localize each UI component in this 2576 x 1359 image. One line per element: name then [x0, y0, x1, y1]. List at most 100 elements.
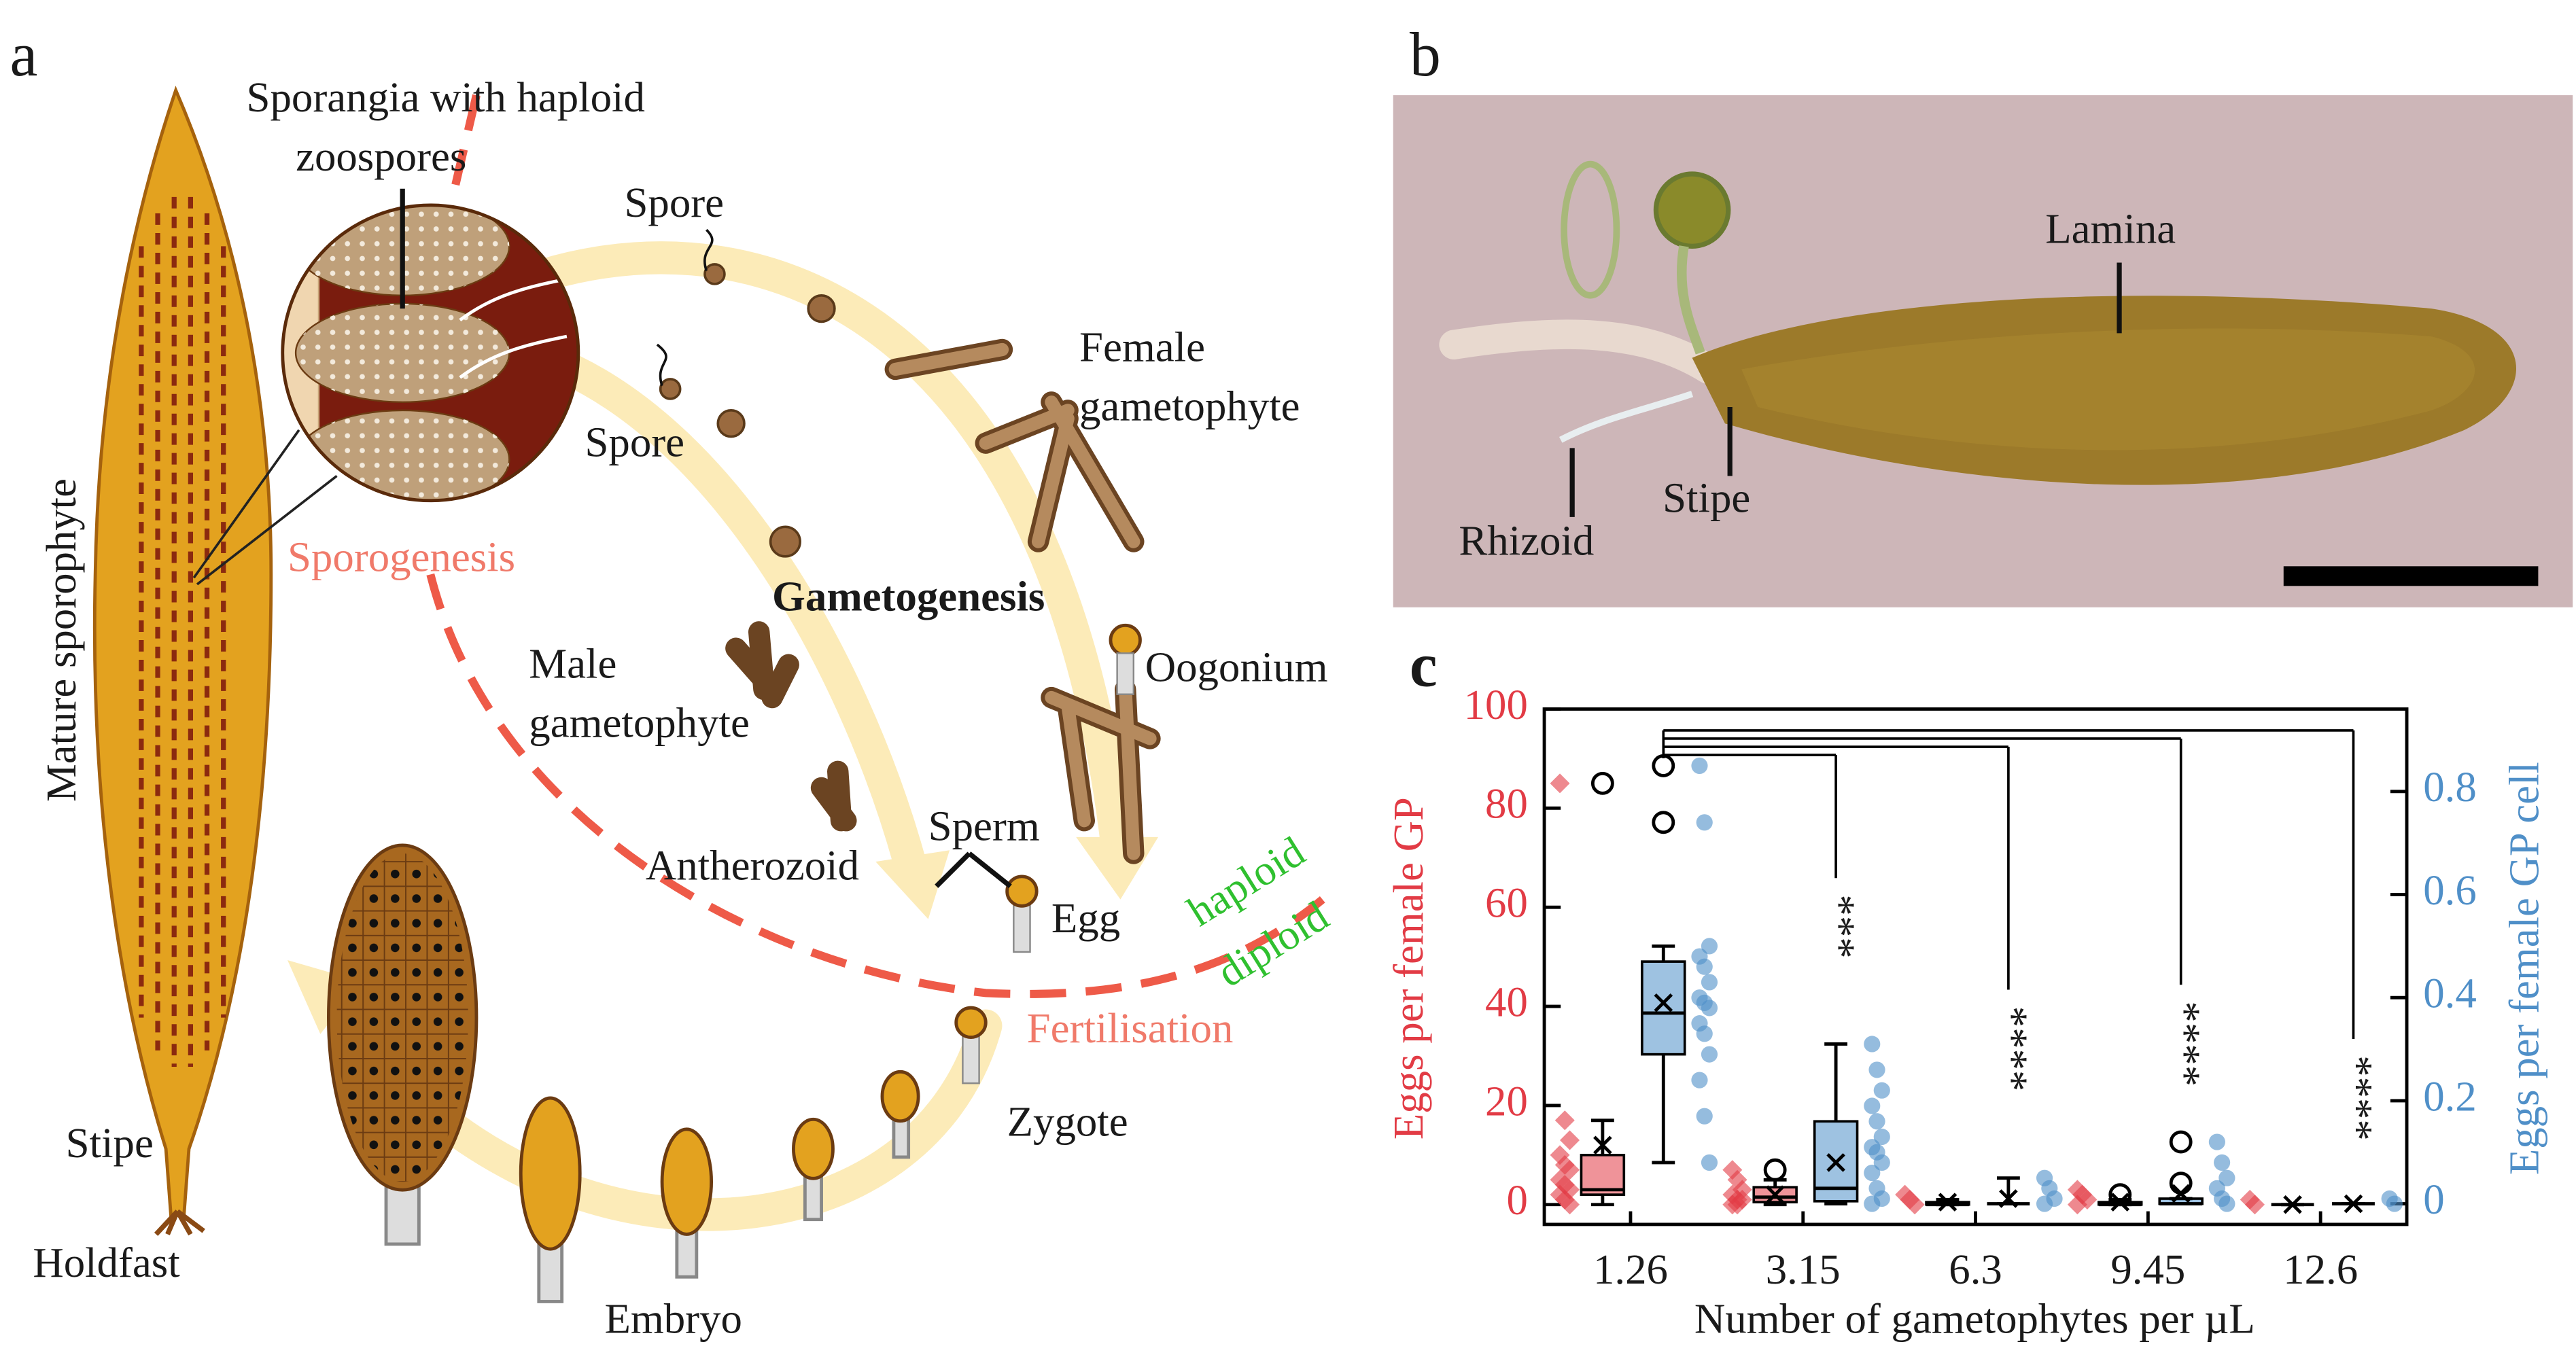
- label-lamina: Lamina: [2045, 205, 2176, 253]
- y2-tick-label: 0.6: [2423, 866, 2477, 914]
- data-point: [1701, 1154, 1718, 1171]
- data-point: [2386, 1195, 2403, 1212]
- sporophyte-sori: [139, 196, 226, 1067]
- significance-label: ****: [2161, 1001, 2209, 1087]
- outlier: [1763, 1158, 1787, 1182]
- label-line: Male: [529, 640, 616, 688]
- data-point: [1873, 1128, 1890, 1146]
- label-stipe: Stipe: [1663, 474, 1750, 522]
- x-tick-label: 3.15: [1766, 1246, 1841, 1293]
- data-point: [2214, 1154, 2231, 1171]
- y2-tick-label: 0.2: [2423, 1072, 2477, 1120]
- gametophyte-cores: [888, 342, 1157, 860]
- significance-label: ****: [1989, 1006, 2036, 1092]
- data-point: [2218, 1195, 2235, 1212]
- y2-axis-label: Eggs per female GP cell: [2500, 762, 2547, 1175]
- mean-marker: [1654, 993, 1673, 1012]
- x-tick-label: 9.45: [2110, 1246, 2185, 1293]
- x-tick-label: 12.6: [2283, 1246, 2358, 1293]
- y2-tick-label: 0.8: [2423, 763, 2477, 811]
- mean-marker: [2344, 1194, 2363, 1214]
- y-tick-label: 20: [1485, 1077, 1528, 1125]
- data-point: [1868, 1113, 1885, 1130]
- data-point: [1696, 958, 1713, 975]
- outlier: [2169, 1171, 2193, 1195]
- x-axis-label: Number of gametophytes per µL: [1694, 1294, 2255, 1342]
- panel-label: a: [10, 20, 38, 89]
- label-embryo: Embryo: [604, 1294, 742, 1342]
- label-line: Sporangia with haploid: [247, 73, 645, 121]
- y2-tick-label: 0.4: [2423, 970, 2477, 1017]
- data-point: [1554, 1110, 1575, 1131]
- label-male-gametophyte: Male gametophyte: [529, 640, 750, 747]
- oogonium: [1109, 623, 1142, 657]
- mean-marker: [2110, 1193, 2130, 1212]
- zoom-circle: [281, 203, 580, 503]
- mean-marker: [1593, 1135, 1612, 1155]
- data-point: [1696, 1108, 1713, 1125]
- oogonium-stalk: [1116, 652, 1135, 695]
- mean-marker: [1765, 1185, 1785, 1204]
- label-line: Female: [1079, 323, 1205, 370]
- label-sperm: Sperm: [928, 802, 1040, 850]
- label-female-gametophyte: Female gametophyte: [1079, 323, 1300, 429]
- label-rhizoid: Rhizoid: [1459, 516, 1594, 564]
- panel-label: b: [1410, 20, 1441, 89]
- data-point: [1560, 1130, 1580, 1150]
- y-tick-label: 60: [1485, 879, 1528, 927]
- y-tick-label: 40: [1485, 978, 1528, 1025]
- y-tick-label: 80: [1485, 780, 1528, 828]
- micrograph: [1393, 95, 2573, 607]
- data-point: [1701, 1000, 1718, 1017]
- y2-tick-label: 0: [2423, 1176, 2444, 1223]
- data-point: [2208, 1133, 2225, 1150]
- scale-bar: [2283, 566, 2539, 586]
- panel-a-illustration: [92, 86, 1325, 1303]
- data-point: [1873, 1154, 1890, 1171]
- zoom-line: [192, 429, 300, 579]
- data-point: [1701, 1046, 1718, 1063]
- box: [1641, 960, 1686, 1056]
- zoom-line: [196, 475, 338, 586]
- label-egg: Egg: [1051, 894, 1120, 942]
- data-point: [1691, 757, 1708, 774]
- data-point: [1691, 1072, 1708, 1089]
- label-antherozoid: Antherozoid: [646, 842, 859, 889]
- significance-label: ***: [1817, 894, 1864, 958]
- outlier: [1652, 811, 1675, 834]
- data-point: [1864, 1195, 1881, 1212]
- data-point: [1873, 1082, 1890, 1099]
- y-tick-label: 100: [1464, 681, 1528, 728]
- mean-marker: [1999, 1189, 2018, 1208]
- data-point: [2036, 1195, 2053, 1212]
- label-stipe: Stipe: [66, 1119, 154, 1167]
- data-point: [1864, 1036, 1881, 1053]
- mean-marker: [1826, 1153, 1845, 1172]
- label-spore: Spore: [624, 179, 724, 226]
- data-point: [1864, 1165, 1881, 1182]
- lifecycle-arrow: [493, 331, 928, 887]
- plot-frame: [1542, 707, 2409, 1226]
- ploidy-divider: [426, 573, 1325, 998]
- box: [1580, 1154, 1626, 1196]
- outlier: [1652, 754, 1675, 777]
- data-point: [1696, 814, 1713, 831]
- arrow-head: [1076, 836, 1159, 900]
- data-point: [1868, 1061, 1885, 1078]
- lifecycle-arrow: [493, 241, 1134, 862]
- cells: [656, 228, 836, 558]
- label-mature-sporophyte: Mature sporophyte: [37, 478, 85, 802]
- data-point: [2218, 1169, 2235, 1186]
- data-point: [1550, 773, 1570, 794]
- significance-label: ****: [2334, 1055, 2382, 1141]
- sporophyte-blade: [92, 86, 273, 1216]
- data-point: [1701, 938, 1718, 955]
- outlier: [2108, 1183, 2132, 1207]
- embryos: [327, 843, 920, 1303]
- mean-marker: [1938, 1193, 1957, 1212]
- data-point: [1864, 1097, 1881, 1114]
- y-axis-label: Eggs per female GP: [1385, 797, 1432, 1140]
- holdfast: [154, 1209, 205, 1236]
